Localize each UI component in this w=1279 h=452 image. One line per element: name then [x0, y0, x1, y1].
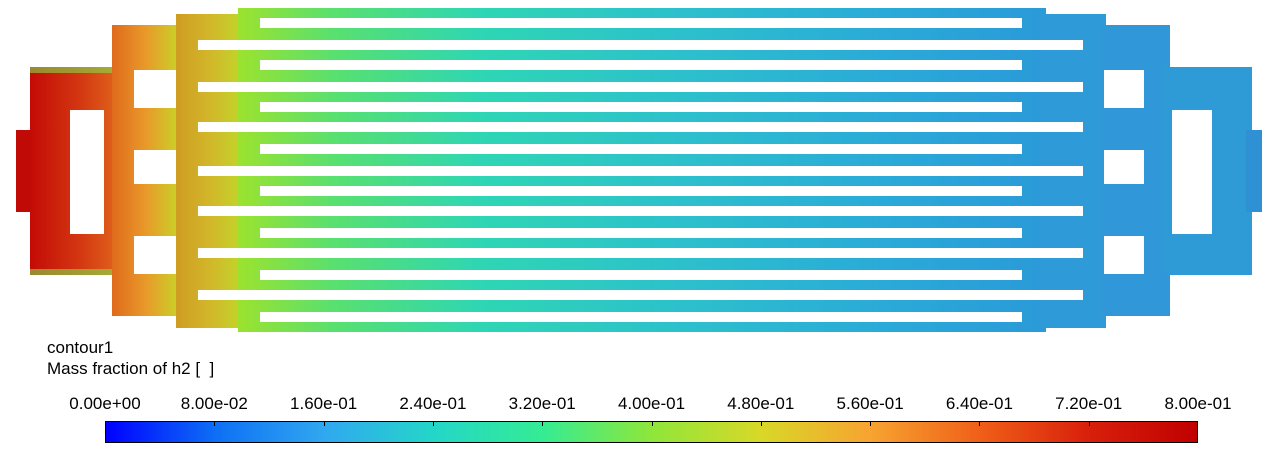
colorbar-tick-label: 8.00e-01 — [1164, 394, 1232, 413]
colorbar-tick-label: 0.00e+00 — [69, 394, 141, 413]
colorbar — [105, 421, 1198, 443]
separator-slot — [260, 312, 1022, 322]
colorbar-tick — [432, 422, 434, 426]
separator-slot — [198, 40, 1083, 50]
colorbar-tick-label: 6.40e-01 — [945, 394, 1013, 413]
separator-slot — [198, 166, 1083, 176]
colorbar-tick-label: 4.80e-01 — [727, 394, 795, 413]
colorbar-tick — [1088, 422, 1090, 426]
top-margin — [238, 0, 1046, 8]
separator-slot — [198, 206, 1083, 216]
separator-slot — [198, 290, 1083, 300]
separator-slot — [198, 122, 1083, 132]
colorbar-tick-label: 5.60e-01 — [836, 394, 904, 413]
separator-slot — [260, 270, 1022, 280]
separator-slot — [198, 82, 1083, 92]
colorbar-tick — [323, 422, 325, 426]
colorbar-tick-label: 8.00e-02 — [180, 394, 248, 413]
colorbar-tick — [214, 422, 216, 426]
manifold-stage-2 — [112, 25, 180, 316]
separator-slot — [260, 60, 1022, 70]
separator-slot — [260, 228, 1022, 238]
colorbar-tick-label: 4.00e-01 — [617, 394, 686, 413]
separator-slot — [260, 186, 1022, 196]
colorbar-tick-label: 3.20e-01 — [508, 394, 576, 413]
colorbar-tick — [979, 422, 981, 426]
separator-slot — [260, 18, 1022, 28]
separator-slot — [198, 248, 1083, 258]
colorbar-tick — [651, 422, 653, 426]
colorbar-tick-label: 7.20e-01 — [1055, 394, 1123, 413]
separator-slot — [260, 144, 1022, 154]
contour-title: contour1 — [47, 338, 114, 357]
colorbar-tick-label: 1.60e-01 — [290, 394, 358, 413]
colorbar-tick — [870, 422, 872, 426]
colorbar-tick-label: 2.40e-01 — [399, 394, 467, 413]
inlet-manifold — [16, 67, 118, 275]
colorbar-tick — [542, 422, 544, 426]
quantity-label: Mass fraction of h2 [ ] — [47, 359, 215, 378]
channel-separators — [198, 0, 1083, 322]
separator-slot — [260, 102, 1022, 112]
colorbar-tick — [760, 422, 762, 426]
flow-field-contour — [16, 0, 1262, 332]
